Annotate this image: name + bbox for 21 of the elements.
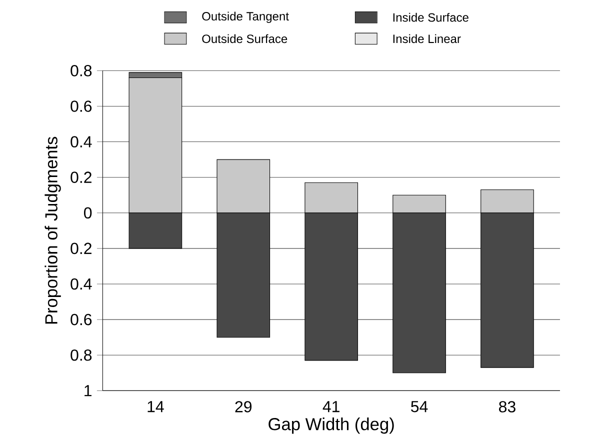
- x-axis-title: Gap Width (deg): [268, 418, 394, 434]
- y-tick-label: 1: [84, 385, 92, 396]
- x-tick-label: 29: [235, 401, 252, 412]
- y-tick-label: 0.8: [70, 349, 92, 361]
- legend-label: Inside Surface: [393, 12, 468, 22]
- y-tick-label: 0.8: [70, 65, 92, 76]
- x-tick-label: 54: [411, 401, 428, 412]
- y-tick-label: 0.4: [70, 278, 92, 290]
- y-tick-label: 0.6: [70, 314, 92, 326]
- y-tick-label: 0.2: [70, 242, 92, 254]
- legend-label: Outside Surface: [202, 34, 288, 44]
- y-tick-label: 0.2: [70, 172, 92, 183]
- y-axis-title: Proportion of Judgments: [44, 136, 61, 324]
- x-tick-label: 83: [499, 401, 516, 412]
- x-tick-label: 41: [322, 401, 340, 412]
- y-tick-label: 0.4: [70, 136, 92, 148]
- legend-label: Inside Linear: [393, 34, 461, 44]
- legend-label: Outside Tangent: [202, 12, 289, 23]
- y-tick-label: 0.6: [70, 100, 92, 112]
- y-tick-label: 0: [84, 207, 92, 219]
- x-tick-label: 14: [148, 401, 164, 412]
